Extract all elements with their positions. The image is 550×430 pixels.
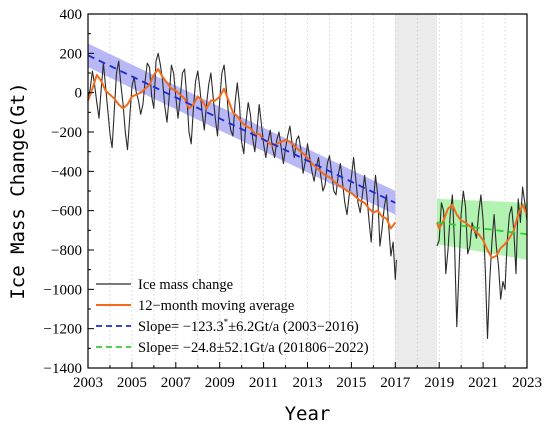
trend-line-2003-2016 [87, 54, 396, 204]
y-tick-label: −600 [51, 204, 82, 220]
y-tick-label: −1400 [44, 361, 82, 377]
y-tick-label: 400 [60, 7, 83, 23]
x-tick-label: 2003 [73, 375, 103, 391]
trend-line-2018-2022 [436, 221, 528, 236]
ice-mass-change-line [436, 186, 528, 340]
series-lines [87, 52, 528, 340]
axes-ticks: 2003 2005 2007 2009 2011 2013 2015 2017 2019 2021… [44, 7, 542, 391]
x-tick-label: 2005 [117, 375, 147, 391]
legend-label: Slope= −24.8±52.1Gt/a (201806−2022) [138, 340, 369, 356]
legend-label: Ice mass change [138, 277, 233, 293]
x-tick-label: 2023 [512, 375, 542, 391]
x-axis-label: Year [285, 403, 331, 425]
moving-average-line [436, 203, 528, 259]
y-tick-label: −1000 [44, 282, 82, 298]
legend-label: 12−month moving average [138, 298, 294, 314]
y-tick-label: 200 [60, 46, 83, 62]
x-tick-label: 2009 [205, 375, 235, 391]
y-tick-label: −400 [51, 164, 82, 180]
x-tick-label: 2021 [468, 375, 498, 391]
y-tick-label: 0 [75, 86, 83, 102]
trend-lines [87, 54, 528, 236]
y-tick-label: −200 [51, 125, 82, 141]
legend: Ice mass change 12−month moving average Sl… [96, 277, 369, 356]
x-tick-label: 2013 [293, 375, 323, 391]
vertical-grid [109, 14, 506, 368]
legend-label: Slope= −123.3*±6.2Gt/a (2003−2016) [138, 317, 359, 335]
moving-average-line [87, 68, 397, 230]
y-tick-label: −800 [51, 243, 82, 259]
data-gap-region [395, 14, 438, 368]
x-tick-label: 2007 [161, 375, 192, 391]
x-tick-label: 2019 [424, 375, 454, 391]
ice-mass-change-line [87, 52, 397, 281]
x-tick-label: 2015 [336, 375, 366, 391]
x-tick-label: 2011 [249, 375, 278, 391]
gap-shade [395, 14, 438, 368]
y-tick-label: −1200 [44, 322, 82, 338]
x-tick-label: 2017 [380, 375, 411, 391]
y-axis-label: Ice Mass Change(Gt) [7, 82, 29, 299]
